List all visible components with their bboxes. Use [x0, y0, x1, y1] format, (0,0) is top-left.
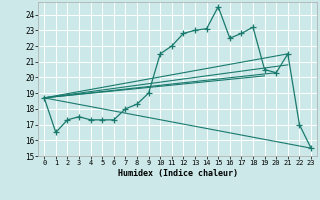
- X-axis label: Humidex (Indice chaleur): Humidex (Indice chaleur): [118, 169, 238, 178]
